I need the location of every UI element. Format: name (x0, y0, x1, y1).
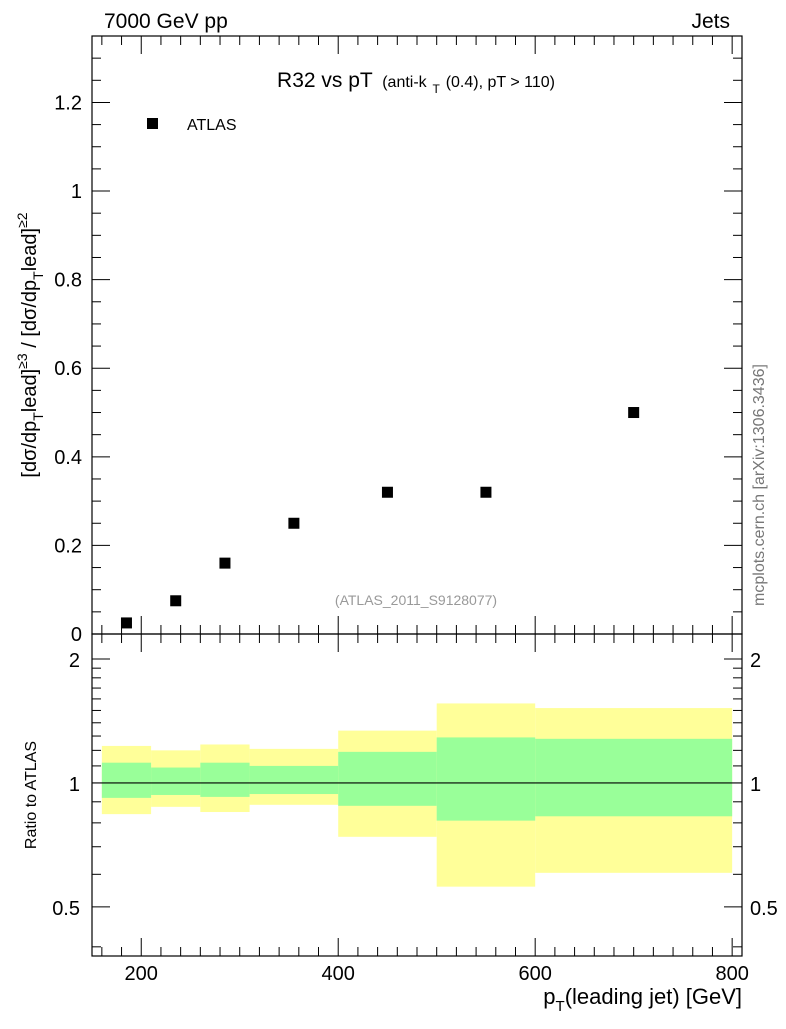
main-ytick-label: 0.8 (54, 270, 82, 292)
data-point (628, 407, 640, 419)
data-point (288, 517, 300, 529)
xlabel: pT(leading jet) [GeV] (543, 984, 742, 1015)
xlabel-sub: T (556, 998, 565, 1015)
ratio-ytick-label-left: 2 (69, 650, 80, 672)
ylabel-sub-1: T (30, 412, 46, 421)
ratio-ytick-label-right: 0.5 (750, 898, 778, 920)
ratio-band-green (200, 762, 250, 797)
data-point (120, 617, 132, 629)
ylabel-part-1: [dσ/dp (19, 421, 41, 478)
ratio-band-green (338, 751, 437, 806)
ratio-ticks (92, 634, 742, 956)
ratio-ytick-label-left: 1 (69, 774, 80, 796)
main-ytick-label: 0.6 (54, 358, 82, 380)
main-ytick-label: 0.4 (54, 447, 82, 469)
ratio-band-green (436, 737, 536, 821)
ratio-bands (101, 703, 733, 887)
main-ytick-label: 1 (71, 181, 82, 203)
ylabel-sup-2: ≥2 (14, 212, 30, 228)
plot-title-main: R32 vs pT (277, 69, 373, 92)
ratio-ytick-label-right: 1 (750, 774, 761, 796)
main-ylabel: [dσ/dpTlead]≥3 / [dσ/dpTlead]≥2 (14, 212, 46, 477)
data-point (480, 486, 492, 498)
ratio-frame (91, 633, 743, 957)
ylabel-sub-2: T (30, 271, 46, 280)
ratio-band-green (535, 738, 733, 817)
ratio-ylabel: Ratio to ATLAS (23, 741, 40, 849)
ratio-band-green (101, 762, 152, 798)
xlabel-part-2: (leading jet) [GeV] (565, 984, 742, 1009)
main-ytick-labels: 0 0.2 0.4 0.6 0.8 1 1.2 (54, 92, 82, 646)
main-ytick-label: 0 (71, 624, 82, 646)
watermark: mcplots.cern.ch [arXiv:1306.3436] (751, 364, 768, 606)
ratio-ytick-label-left: 0.5 (52, 898, 80, 920)
plot-title-sub-prefix: (anti-k (382, 74, 427, 91)
ratio-ytick-labels: 0.5 0.5 1 1 2 2 (52, 650, 778, 920)
ylabel-part-3: / [dσ/dp (19, 280, 41, 354)
analysis-label: (ATLAS_2011_S9128077) (335, 592, 497, 608)
plot-title-sub-suffix: (0.4), pT > 110) (446, 74, 555, 91)
main-panel: 0 0.2 0.4 0.6 0.8 1 1.2 R32 vs pT (anti-k T (0… (14, 35, 743, 646)
data-point (219, 557, 231, 569)
main-ytick-label: 0.2 (54, 535, 82, 557)
data-point (170, 595, 182, 607)
legend-label: ATLAS (187, 117, 237, 134)
ylabel-sup-1: ≥3 (14, 353, 30, 369)
plot-title: R32 vs pT (anti-k T (0.4), pT > 110) (277, 69, 555, 98)
xtick-labels: 200 400 600 800 (125, 963, 749, 985)
ratio-band-green (249, 765, 339, 795)
main-ytick-label: 1.2 (54, 92, 82, 114)
legend-marker (147, 118, 158, 129)
ylabel-part-2: lead] (19, 369, 41, 412)
xtick-label: 600 (518, 963, 551, 985)
data-point (381, 486, 393, 498)
ylabel-part-4: lead] (19, 228, 41, 271)
xlabel-part-1: p (543, 984, 555, 1009)
plot-title-sub-subscript: T (433, 82, 441, 96)
xtick-label: 400 (322, 963, 355, 985)
ratio-band-green (151, 767, 201, 795)
main-ticks (92, 35, 742, 635)
energy-label: 7000 GeV pp (104, 10, 228, 33)
ratio-panel: 0.5 0.5 1 1 2 2 200 400 600 800 Ratio to ATLAS p… (23, 633, 778, 1015)
xtick-label: 800 (715, 963, 748, 985)
data-points (120, 407, 640, 629)
xtick-label: 200 (125, 963, 158, 985)
category-label: Jets (691, 10, 730, 33)
ratio-ytick-label-right: 2 (750, 650, 761, 672)
